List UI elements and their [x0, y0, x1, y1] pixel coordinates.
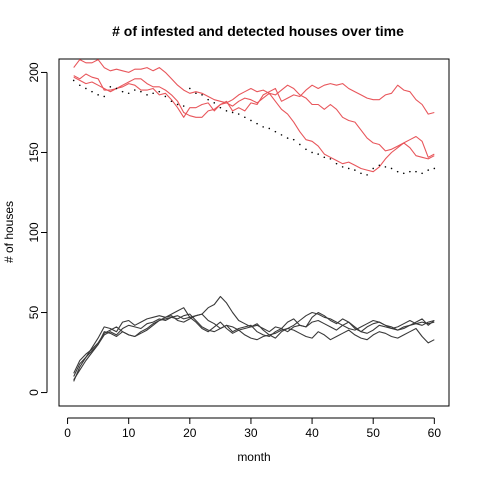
dotted-series-point: [85, 87, 87, 90]
dotted-series-point: [347, 167, 350, 170]
dotted-series-point: [109, 86, 112, 88]
dotted-series-point: [140, 90, 142, 93]
x-tick-label: 0: [64, 426, 71, 440]
detected-series-line-5: [73, 313, 435, 381]
x-tick-label: 50: [367, 426, 381, 440]
dotted-series-point: [170, 100, 173, 103]
dotted-series-point: [323, 156, 326, 159]
dotted-series-point: [133, 89, 136, 91]
dotted-series-point: [354, 169, 356, 171]
dotted-series-point: [415, 170, 417, 173]
dotted-series-point: [396, 170, 399, 173]
dotted-series-point: [286, 137, 289, 139]
dotted-series-point: [78, 84, 81, 87]
infested-series-line-1: [73, 59, 435, 158]
dotted-series-point: [305, 148, 307, 151]
dotted-series-point: [164, 95, 167, 98]
dotted-series-point: [341, 166, 344, 168]
infested-series-line-3: [73, 76, 435, 118]
dotted-series-point: [231, 111, 234, 114]
dotted-series-point: [378, 164, 381, 167]
dotted-series-point: [189, 87, 191, 90]
y-axis-label: # of houses: [2, 201, 16, 263]
dotted-series-point: [152, 92, 154, 95]
dotted-series-point: [121, 90, 124, 93]
chart-title: # of infested and detected houses over t…: [112, 23, 404, 39]
dotted-series-point: [268, 127, 271, 130]
dotted-series-point: [329, 158, 332, 160]
x-tick-label: 40: [305, 426, 319, 440]
detected-series-line-8: [73, 311, 435, 374]
y-tick-label: 200: [27, 62, 41, 82]
dotted-series-point: [97, 94, 99, 96]
dotted-series-point: [311, 151, 313, 154]
dotted-series-point: [250, 119, 252, 122]
y-tick-label: 150: [27, 142, 41, 162]
dotted-series-point: [384, 166, 387, 168]
infested-series-line-2: [73, 73, 435, 173]
dotted-series-point: [201, 94, 203, 96]
dotted-series-point: [207, 98, 209, 101]
dotted-series-point: [299, 143, 301, 146]
plot-box: [58, 58, 450, 407]
dotted-series-point: [372, 167, 375, 170]
x-tick-label: 60: [428, 426, 442, 440]
dotted-series-point: [262, 126, 264, 128]
dotted-series-point: [237, 113, 240, 115]
dotted-series-point: [256, 122, 258, 125]
dotted-series-point: [274, 130, 277, 133]
dotted-series-point: [225, 110, 228, 112]
dotted-series-point: [427, 169, 430, 171]
x-tick-label: 10: [122, 426, 136, 440]
dotted-series-point: [280, 134, 283, 136]
dotted-series-point: [91, 90, 93, 93]
dotted-series-point: [176, 103, 179, 106]
dotted-series-point: [146, 94, 148, 96]
dotted-series-point: [182, 105, 185, 107]
dotted-series-point: [103, 95, 106, 98]
detected-series-line-7: [73, 307, 435, 382]
y-tick-label: 0: [27, 389, 41, 396]
dotted-series-point: [244, 116, 246, 119]
dotted-series-point: [158, 90, 161, 93]
dotted-series-point: [219, 106, 222, 109]
dotted-series-point: [213, 102, 216, 104]
dotted-series-point: [292, 138, 295, 141]
dotted-series-point: [335, 162, 338, 165]
dotted-series-point: [317, 153, 319, 155]
y-tick-label: 100: [27, 222, 41, 242]
dotted-series-point: [115, 87, 118, 90]
dotted-series-point: [402, 172, 405, 175]
x-tick-label: 20: [183, 426, 197, 440]
x-axis-label: month: [237, 450, 270, 464]
dotted-series-point: [390, 167, 393, 170]
x-tick-label: 30: [244, 426, 258, 440]
x-axis: 0 10 20 30 40 50 60: [64, 417, 442, 440]
dotted-series-point: [433, 167, 436, 170]
y-tick-label: 50: [27, 306, 41, 320]
dotted-series-point: [360, 172, 362, 175]
dotted-series-point: [366, 174, 368, 176]
dotted-series-point: [72, 79, 75, 82]
series-layer: [72, 59, 436, 382]
y-axis: 0 50 100 150 200: [27, 62, 48, 396]
dotted-series-point: [195, 92, 197, 95]
dotted-series-point: [409, 170, 411, 173]
dotted-series-point: [421, 172, 423, 175]
detected-series-line-6: [73, 295, 435, 377]
dotted-series-point: [127, 92, 130, 95]
